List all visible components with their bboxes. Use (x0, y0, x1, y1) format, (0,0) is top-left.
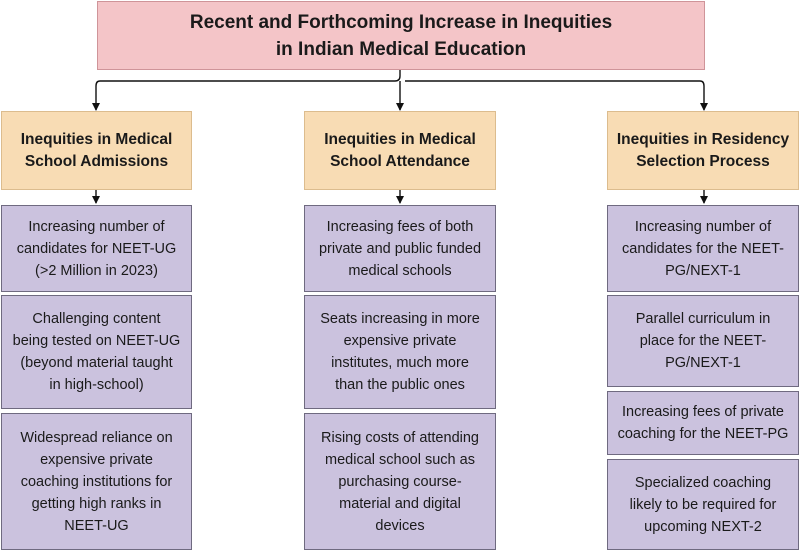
list-item: Specialized coaching likely to be requir… (607, 459, 799, 550)
column-header-attendance: Inequities in Medical School Attendance (304, 111, 496, 190)
list-item: Rising costs of attending medical school… (304, 413, 496, 550)
column-header-text: Inequities in Medical School Admissions (20, 130, 173, 170)
header-to-items-connector (92, 190, 708, 204)
list-item: Parallel curriculum in place for the NEE… (607, 295, 799, 387)
list-item: Increasing number of candidates for the … (607, 205, 799, 292)
list-item: Seats increasing in more expensive priva… (304, 295, 496, 409)
list-item: Increasing number of candidates for NEET… (1, 205, 192, 292)
list-item: Increasing fees of both private and publ… (304, 205, 496, 292)
title-to-headers-connector (92, 70, 708, 111)
list-item: Widespread reliance on expensive private… (1, 413, 192, 550)
list-item: Increasing fees of private coaching for … (607, 391, 799, 455)
diagram-title-box: Recent and Forthcoming Increase in Inequ… (97, 1, 705, 70)
column-header-text: Inequities in Residency Selection Proces… (616, 130, 790, 170)
list-item: Challenging content being tested on NEET… (1, 295, 192, 409)
column-header-residency: Inequities in Residency Selection Proces… (607, 111, 799, 190)
diagram-title: Recent and Forthcoming Increase in Inequ… (189, 11, 613, 60)
column-header-admissions: Inequities in Medical School Admissions (1, 111, 192, 190)
column-header-text: Inequities in Medical School Attendance (324, 130, 476, 170)
